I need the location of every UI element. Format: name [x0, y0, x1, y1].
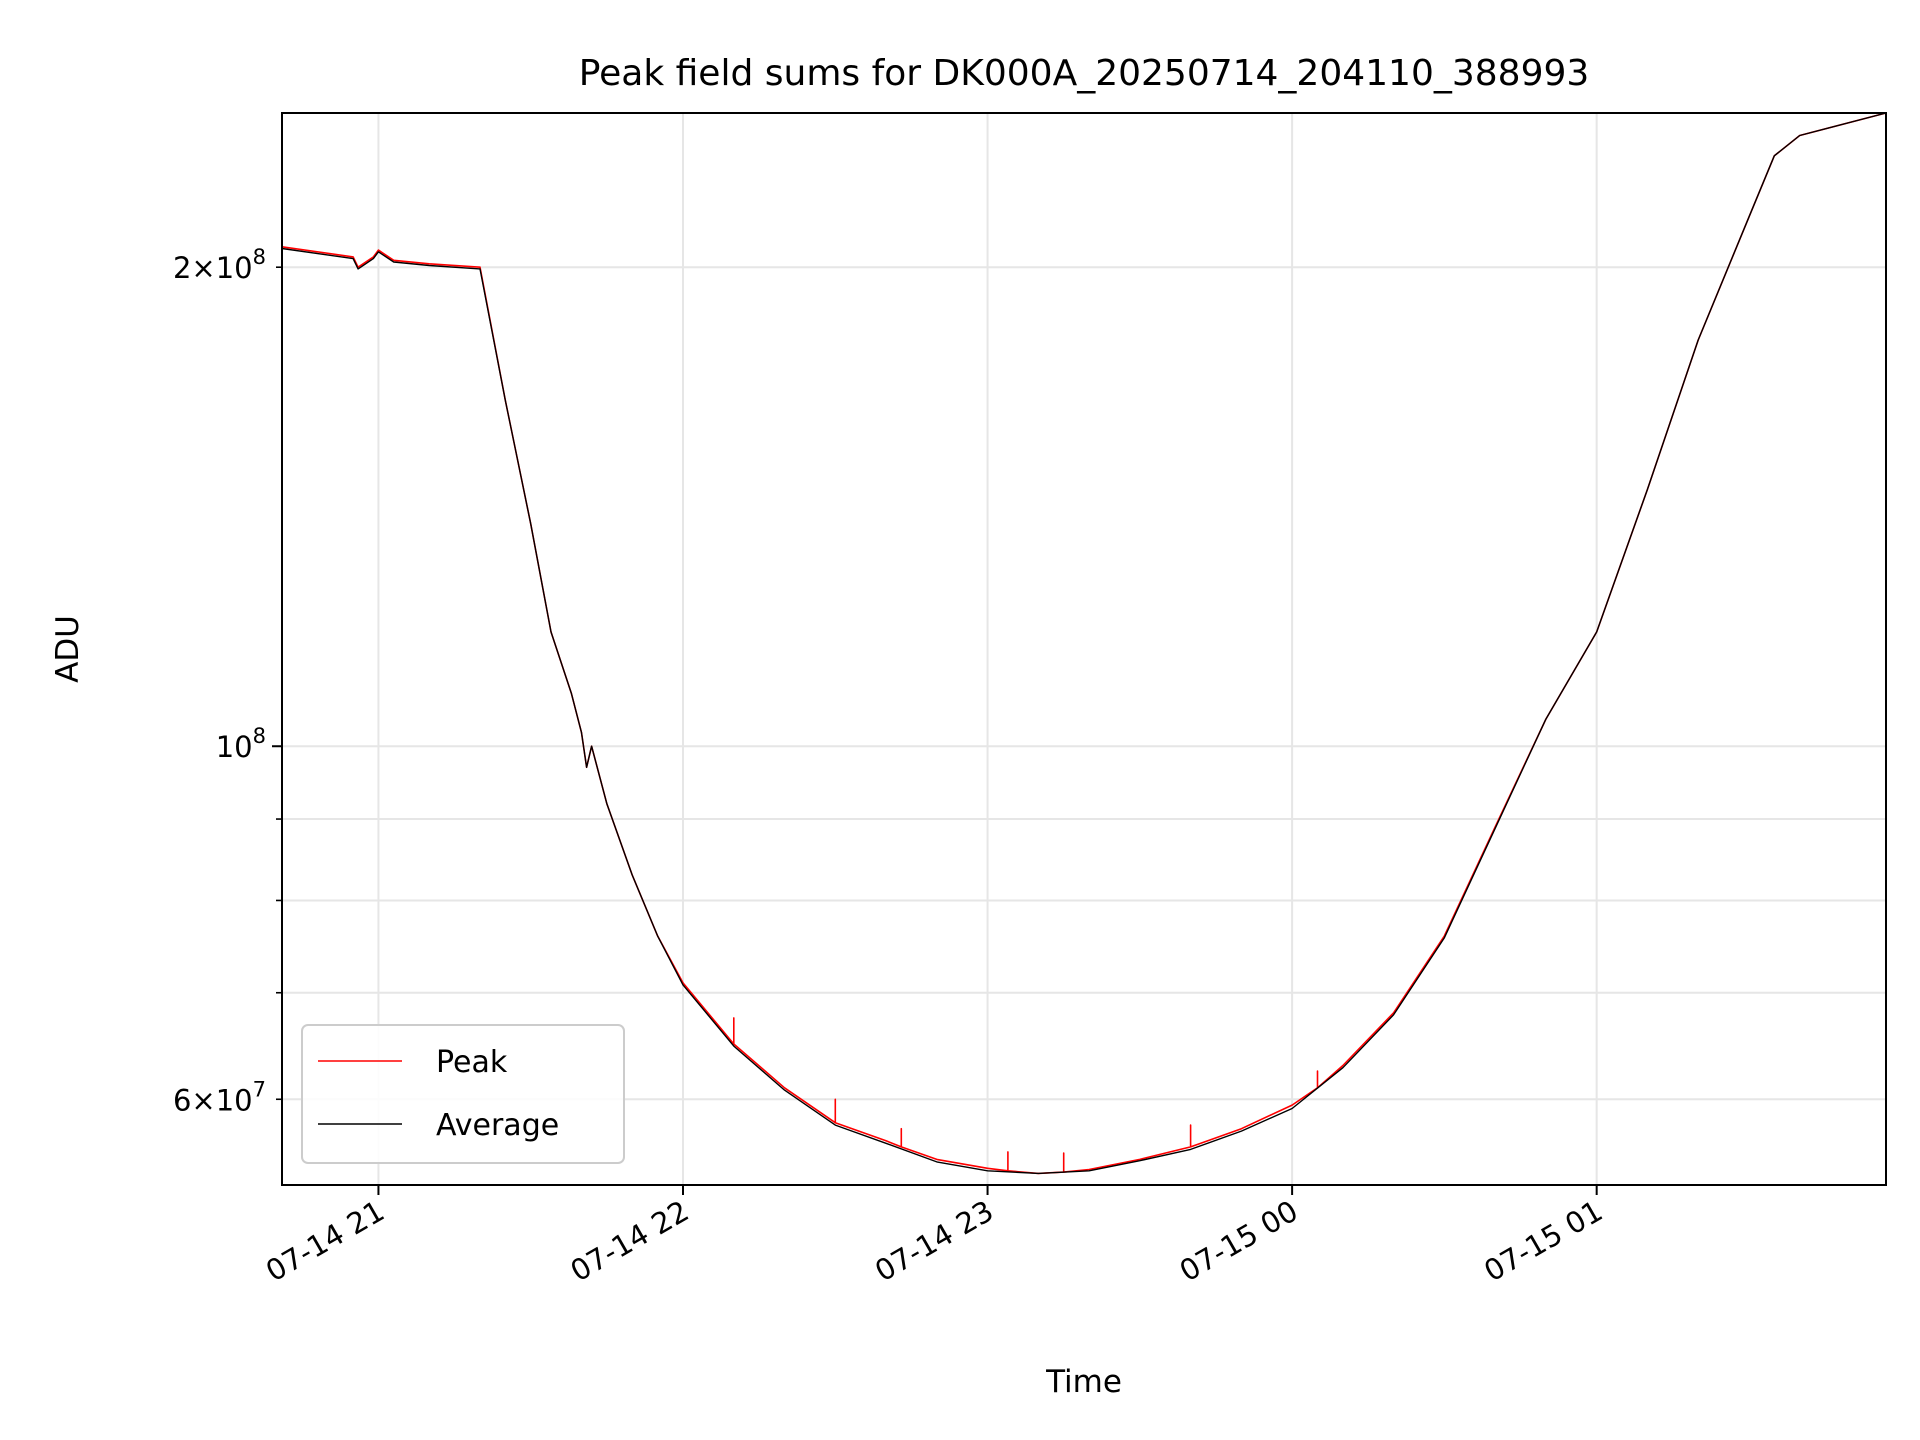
grid-layer — [282, 113, 1886, 1185]
y-tick-coef: 2 — [173, 251, 191, 285]
y-tick-label: 6×107 — [173, 1077, 266, 1117]
series-layer — [281, 112, 1887, 1175]
y-tick-exponent: 7 — [253, 1077, 266, 1101]
plot-frame — [281, 112, 1887, 1186]
legend-box — [301, 1024, 625, 1164]
legend-label-average: Average — [436, 1108, 559, 1143]
y-tick-times: × — [191, 251, 215, 285]
y-tick-coef: 6 — [173, 1083, 191, 1117]
y-tick-base: 10 — [216, 251, 253, 285]
x-axis-label: Time — [1045, 1364, 1122, 1400]
y-axis-label: ADU — [50, 615, 86, 683]
legend: Peak Average — [301, 1024, 625, 1164]
y-tick-base: 10 — [216, 1083, 253, 1117]
y-tick-base: 10 — [216, 730, 253, 764]
y-tick-label: 108 — [216, 724, 266, 764]
y-tick-exponent: 8 — [253, 245, 266, 269]
chart-title: Peak field sums for DK000A_20250714_2041… — [579, 53, 1590, 94]
y-tick-exponent: 8 — [253, 724, 266, 748]
y-tick-label: 2×108 — [173, 245, 266, 285]
legend-label-peak: Peak — [436, 1045, 508, 1080]
y-tick-times: × — [191, 1083, 215, 1117]
series-line-average — [281, 112, 1887, 1175]
